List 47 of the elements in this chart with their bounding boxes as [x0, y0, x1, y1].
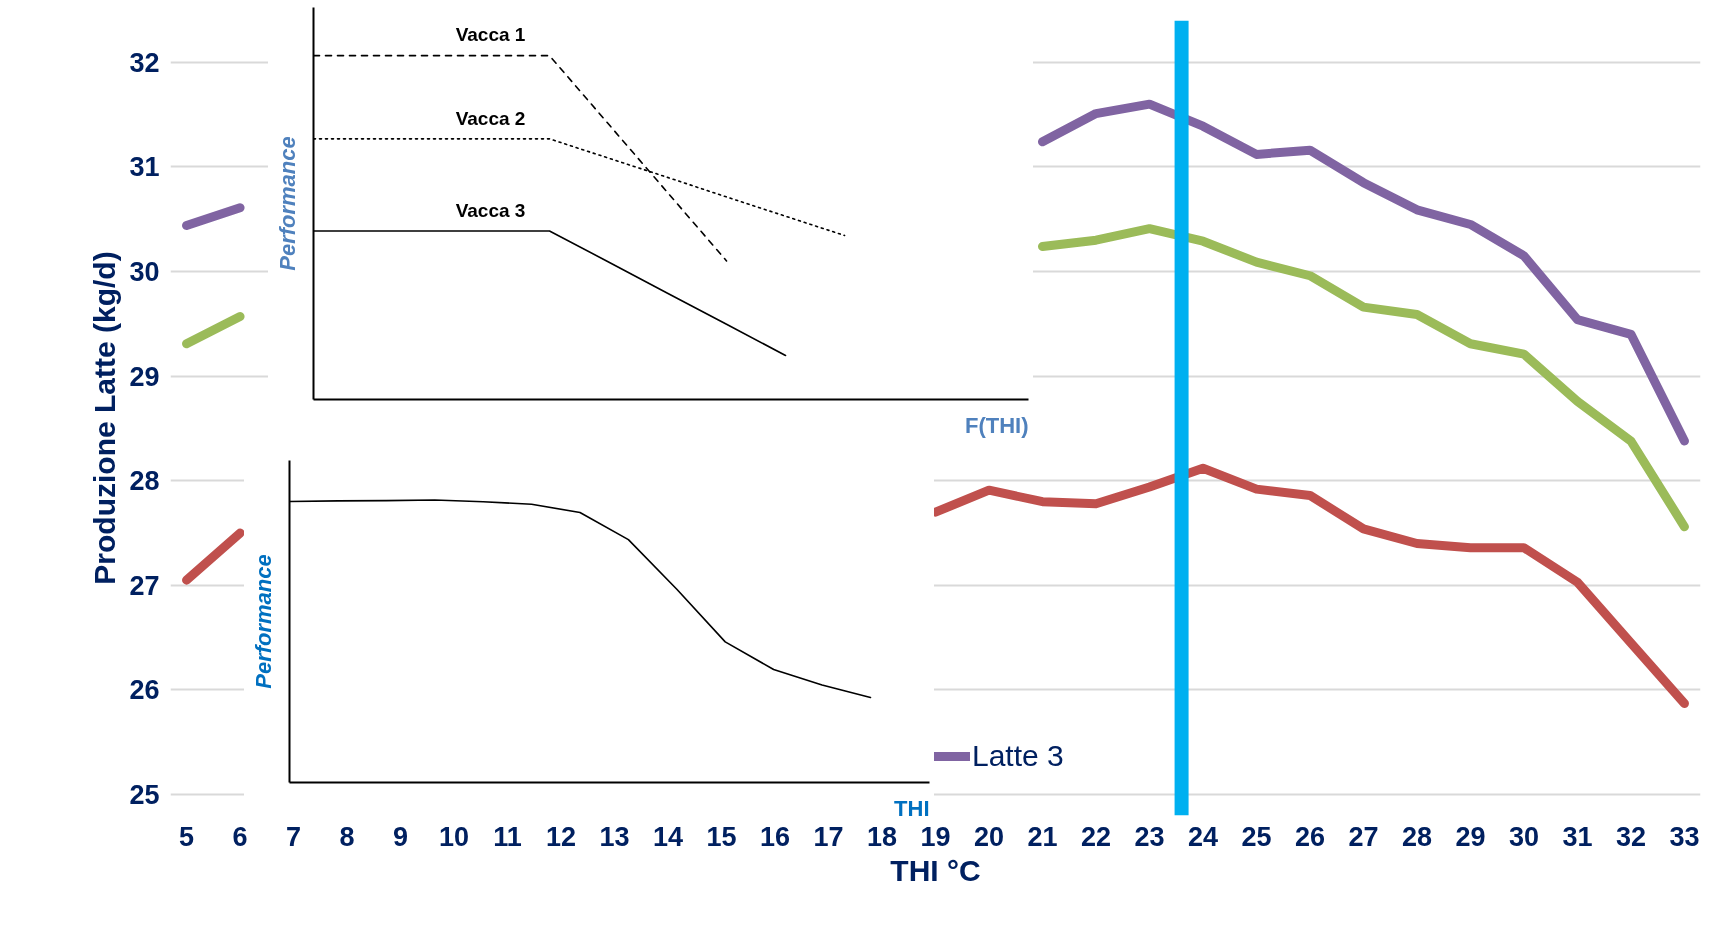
x-tick-label: 11 — [493, 821, 522, 852]
x-tick-label: 30 — [1508, 821, 1539, 852]
x-tick-label: 6 — [232, 821, 248, 852]
y-tick-label: 27 — [129, 570, 160, 601]
series-label: Vacca 3 — [455, 199, 526, 221]
y-axis-title: Performance — [250, 554, 276, 689]
x-tick-label: 17 — [813, 821, 844, 852]
x-tick-label: 5 — [179, 821, 195, 852]
y-tick-label: 31 — [129, 152, 160, 183]
x-tick-label: 28 — [1401, 821, 1432, 852]
y-tick-label: 29 — [129, 361, 160, 392]
x-tick-label: 7 — [286, 821, 302, 852]
x-tick-label: 12 — [546, 821, 577, 852]
x-tick-label: 16 — [759, 821, 791, 852]
y-tick-label: 25 — [129, 780, 160, 811]
x-tick-label: 23 — [1134, 821, 1165, 852]
x-tick-label: 15 — [706, 821, 737, 852]
x-tick-label: 29 — [1455, 821, 1486, 852]
x-tick-label: 18 — [866, 821, 898, 852]
x-tick-label: 27 — [1348, 821, 1379, 852]
y-tick-label: 32 — [129, 47, 160, 78]
x-tick-label: 10 — [439, 821, 470, 852]
y-tick-label: 30 — [129, 257, 160, 288]
y-tick-label: 28 — [129, 466, 160, 497]
x-tick-label: 24 — [1187, 821, 1219, 852]
y-axis-title: Performance — [274, 136, 300, 271]
legend-label: Latte 3 — [972, 739, 1064, 773]
x-tick-label: 31 — [1562, 821, 1593, 852]
x-tick-label: 14 — [653, 821, 684, 852]
y-axis-title: Produzione Latte (kg/d) — [88, 251, 122, 585]
x-tick-label: 33 — [1669, 821, 1700, 852]
x-axis-title: F(THI) — [964, 412, 1029, 438]
y-tick-label: 26 — [129, 675, 160, 706]
x-tick-label: 13 — [599, 821, 630, 852]
x-tick-label: 32 — [1615, 821, 1646, 852]
x-tick-label: 20 — [973, 821, 1005, 852]
x-axis-title: THI — [894, 795, 930, 821]
x-tick-label: 22 — [1080, 821, 1112, 852]
series-label: Vacca 1 — [455, 24, 526, 46]
x-tick-label: 19 — [920, 821, 951, 852]
x-tick-label: 25 — [1241, 821, 1272, 852]
x-tick-label: 26 — [1294, 821, 1326, 852]
x-tick-label: 21 — [1027, 821, 1058, 852]
series-label: Vacca 2 — [455, 107, 526, 129]
x-axis-title: THI °C — [890, 853, 981, 887]
x-tick-label: 8 — [339, 821, 355, 852]
x-tick-label: 9 — [393, 821, 409, 852]
